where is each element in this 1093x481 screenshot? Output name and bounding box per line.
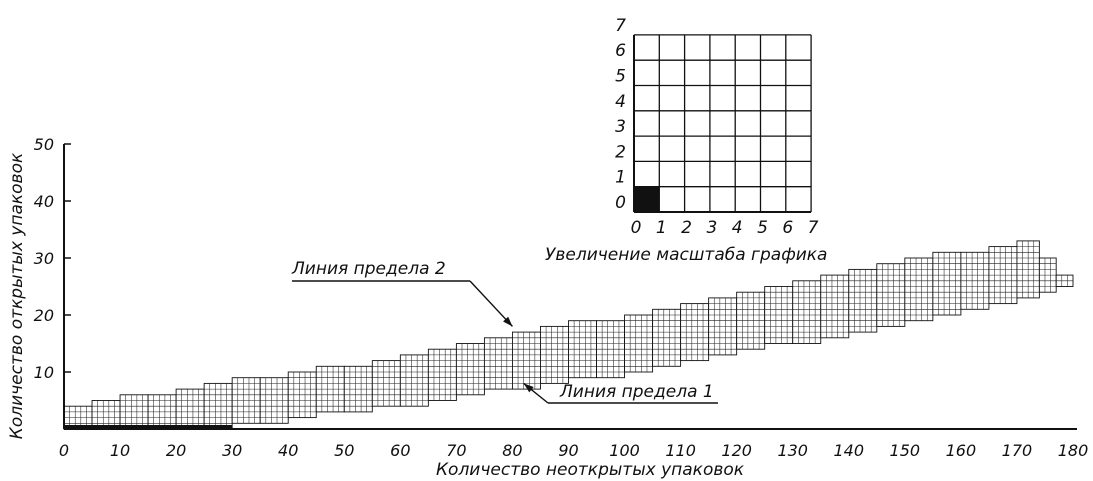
band-column <box>343 365 373 413</box>
band-column <box>988 246 1018 305</box>
limit-line-1-label: Линия предела 1 <box>559 382 714 402</box>
band-column <box>624 314 654 373</box>
band-column <box>511 331 541 390</box>
band-column <box>848 268 878 333</box>
inset-y-tick-label: 5 <box>615 67 626 87</box>
x-tick-label: 0 <box>59 441 69 460</box>
inset-x-tick-label: 1 <box>656 218 667 238</box>
x-tick-label: 50 <box>334 441 354 460</box>
band-column <box>287 371 317 419</box>
y-tick-label: 30 <box>34 249 54 268</box>
inset-x-tick-label: 7 <box>808 218 819 238</box>
x-tick-label: 70 <box>446 441 466 460</box>
band-column <box>483 337 513 390</box>
x-axis-title: Количество неоткрытых упаковок <box>436 460 745 480</box>
band-column <box>231 377 261 424</box>
y-tick-label: 20 <box>34 306 54 325</box>
band-column <box>932 251 962 316</box>
band-column <box>708 297 738 356</box>
x-tick-label: 20 <box>166 441 186 460</box>
y-tick-label: 40 <box>34 192 54 211</box>
annotations: Линия предела 2 Линия предела 1 <box>291 259 718 404</box>
x-tick-label: 60 <box>390 441 410 460</box>
x-tick-label: 160 <box>946 441 977 460</box>
inset-y-tick-label: 7 <box>615 16 626 36</box>
band-column <box>764 286 794 344</box>
band-column <box>792 280 822 344</box>
inset-grid <box>633 34 812 213</box>
inset-y-tick-label: 1 <box>615 168 626 188</box>
inset-y-tick-label: 4 <box>615 92 626 112</box>
y-tick-labels: 10 20 30 40 50 <box>34 135 54 382</box>
y-tick-label: 10 <box>34 363 54 382</box>
band-column <box>540 325 569 384</box>
inset-title: Увеличение масштаба графика <box>545 245 827 265</box>
inset-x-tick-label: 6 <box>782 218 793 238</box>
x-tick-label: 100 <box>609 441 640 460</box>
band-column <box>1055 274 1074 287</box>
band-column <box>876 263 906 327</box>
band-region <box>63 240 1074 430</box>
x-tick-label: 170 <box>1002 441 1033 460</box>
y-tick-label: 50 <box>34 135 54 154</box>
band-column <box>736 291 766 350</box>
band-column <box>203 382 233 430</box>
x-tick-label: 120 <box>721 441 752 460</box>
band-column <box>568 320 597 379</box>
x-tick-label: 10 <box>110 441 130 460</box>
limit-line-2-label: Линия предела 2 <box>291 259 446 279</box>
band-column <box>680 303 710 362</box>
y-axis-title: Количество открытых упаковок <box>7 152 27 439</box>
band-column <box>259 377 289 424</box>
inset-y-tick-label: 6 <box>615 41 626 61</box>
axes <box>63 143 1077 430</box>
inset-filled-cell <box>634 186 660 212</box>
inset-x-tick-label: 3 <box>706 218 717 238</box>
band-column <box>596 320 626 379</box>
inset-x-tick-label: 0 <box>631 218 642 238</box>
band-column <box>427 348 457 401</box>
x-tick-label: 80 <box>502 441 522 460</box>
band-column <box>1016 240 1040 299</box>
x-tick-label: 180 <box>1058 441 1089 460</box>
inset-x-tick-label: 5 <box>757 218 768 238</box>
inset-y-tick-label: 0 <box>615 193 626 213</box>
x-tick-label: 30 <box>222 441 242 460</box>
band-column <box>119 394 149 430</box>
band-column <box>1038 257 1057 293</box>
origin-strip <box>64 425 233 429</box>
band-column <box>175 388 205 430</box>
band-column <box>820 274 850 339</box>
x-tick-label: 90 <box>558 441 578 460</box>
limit-line-1-arrow <box>523 382 549 404</box>
inset-y-tick-labels: 0 1 2 3 4 5 6 7 <box>615 16 626 213</box>
x-tick-label: 140 <box>834 441 865 460</box>
band-column <box>315 365 345 413</box>
inset-y-tick-label: 2 <box>615 142 626 162</box>
x-tick-label: 130 <box>777 441 808 460</box>
x-tick-labels: 0 10 20 30 40 50 60 70 80 90 100 110 120 130 140 150 160… <box>59 441 1088 460</box>
inset-x-tick-label: 2 <box>681 218 692 238</box>
band-column <box>960 251 990 310</box>
band-column <box>399 354 429 407</box>
band-column <box>91 400 121 430</box>
limit-line-2-arrow <box>469 280 513 327</box>
x-tick-label: 150 <box>890 441 921 460</box>
inset-y-tick-label: 3 <box>615 117 626 137</box>
main-chart: Линия предела 2 Линия предела 1 0 10 20 30 4… <box>7 135 1088 480</box>
band-column <box>147 394 177 430</box>
x-tick-label: 40 <box>278 441 298 460</box>
band-column <box>904 257 934 322</box>
band-column <box>652 308 682 367</box>
x-tick-label: 110 <box>665 441 696 460</box>
band-column <box>371 360 401 407</box>
band-column <box>455 343 485 396</box>
inset-x-tick-label: 4 <box>732 218 743 238</box>
